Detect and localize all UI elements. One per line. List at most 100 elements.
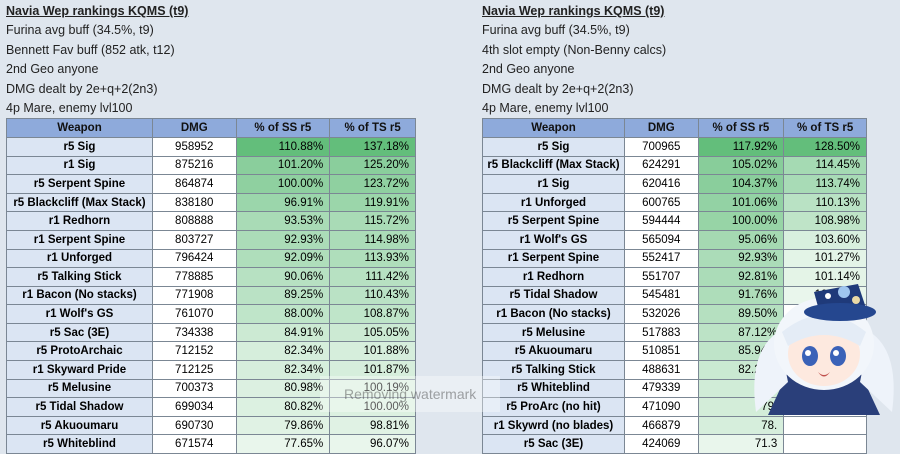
right-note-2: 4th slot empty (Non-Benny calcs) bbox=[482, 42, 667, 57]
dmg-cell: 624291 bbox=[623, 155, 699, 176]
dmg-cell: 734338 bbox=[151, 322, 237, 343]
table-row: r5 Sig 700965 117.92% 128.50% bbox=[482, 136, 867, 157]
weapon-cell: r5 Serpent Spine bbox=[6, 174, 153, 194]
dmg-cell: 864874 bbox=[151, 174, 237, 194]
ts-pct-cell: 110.13% bbox=[783, 192, 867, 213]
dmg-cell: 875216 bbox=[151, 155, 237, 176]
ts-pct-cell: 108.98% bbox=[783, 211, 867, 231]
dmg-cell: 700373 bbox=[151, 378, 237, 399]
ss-pct-cell: 117.92% bbox=[697, 136, 785, 157]
ss-pct-cell: 95.06% bbox=[697, 229, 785, 250]
ts-pct-cell: 115.72% bbox=[329, 211, 416, 231]
dmg-cell: 532026 bbox=[623, 304, 699, 324]
ss-pct-cell: 89.25% bbox=[235, 285, 331, 306]
ss-pct-cell: 88.00% bbox=[235, 304, 331, 324]
table-row: r5 Melusine 700373 80.98% 100.19% bbox=[6, 378, 416, 399]
header-ts-pct: % of TS r5 bbox=[329, 118, 416, 138]
dmg-cell: 712125 bbox=[151, 360, 237, 380]
right-title: Navia Wep rankings KQMS (t9) bbox=[482, 4, 665, 18]
ts-pct-cell: 101.14% bbox=[783, 267, 867, 287]
weapon-cell: r5 ProArc (no hit) bbox=[482, 397, 625, 417]
ts-pct-cell: 114.98% bbox=[329, 229, 416, 250]
ss-pct-cell: 104.37% bbox=[697, 174, 785, 194]
dmg-cell: 796424 bbox=[151, 248, 237, 269]
dmg-cell: 466879 bbox=[623, 415, 699, 436]
header-ts-pct: % of TS r5 bbox=[783, 118, 867, 138]
right-note-4: DMG dealt by 2e+q+2(2n3) bbox=[482, 81, 634, 96]
weapon-cell: r5 Sac (3E) bbox=[482, 434, 625, 454]
table-row: r1 Wolf's GS 761070 88.00% 108.87% bbox=[6, 304, 416, 324]
left-note-1: Furina avg buff (34.5%, t9) bbox=[6, 23, 154, 38]
dmg-cell: 517883 bbox=[623, 322, 699, 343]
ts-pct-cell: 100.19% bbox=[329, 378, 416, 399]
weapon-cell: r1 Redhorn bbox=[6, 211, 153, 231]
dmg-cell: 545481 bbox=[623, 285, 699, 306]
ts-pct-cell: 96.07% bbox=[329, 434, 416, 454]
ss-pct-cell: 101.06% bbox=[697, 192, 785, 213]
left-note-3: 2nd Geo anyone bbox=[6, 62, 99, 77]
weapon-cell: r5 Whiteblind bbox=[6, 434, 153, 454]
dmg-cell: 838180 bbox=[151, 192, 237, 213]
chibi-character-image bbox=[754, 284, 894, 415]
table-row: r5 Akuoumaru 690730 79.86% 98.81% bbox=[6, 415, 416, 436]
table-row: r5 Blackcliff (Max Stack) 624291 105.02% 11… bbox=[482, 155, 867, 176]
left-table-header: Weapon DMG % of SS r5 % of TS r5 bbox=[6, 118, 416, 138]
dmg-cell: 699034 bbox=[151, 397, 237, 417]
left-note-4: DMG dealt by 2e+q+2(2n3) bbox=[6, 81, 158, 96]
weapon-cell: r5 Talking Stick bbox=[482, 360, 625, 380]
ts-pct-cell: 101.87% bbox=[329, 360, 416, 380]
header-weapon: Weapon bbox=[482, 118, 625, 138]
ss-pct-cell: 101.20% bbox=[235, 155, 331, 176]
dmg-cell: 761070 bbox=[151, 304, 237, 324]
ts-pct-cell bbox=[783, 415, 867, 436]
dmg-cell: 600765 bbox=[623, 192, 699, 213]
weapon-cell: r1 Wolf's GS bbox=[482, 229, 625, 250]
dmg-cell: 594444 bbox=[623, 211, 699, 231]
weapon-cell: r5 Serpent Spine bbox=[482, 211, 625, 231]
header-dmg: DMG bbox=[623, 118, 699, 138]
ss-pct-cell: 92.93% bbox=[235, 229, 331, 250]
header-weapon: Weapon bbox=[6, 118, 153, 138]
weapon-cell: r1 Serpent Spine bbox=[6, 229, 153, 250]
ts-pct-cell: 100.00% bbox=[329, 397, 416, 417]
ss-pct-cell: 90.06% bbox=[235, 267, 331, 287]
table-row: r1 Wolf's GS 565094 95.06% 103.60% bbox=[482, 229, 867, 250]
table-row: r1 Sig 620416 104.37% 113.74% bbox=[482, 174, 867, 194]
ts-pct-cell: 123.72% bbox=[329, 174, 416, 194]
right-table-header: Weapon DMG % of SS r5 % of TS r5 bbox=[482, 118, 867, 138]
ts-pct-cell: 119.91% bbox=[329, 192, 416, 213]
ts-pct-cell: 98.81% bbox=[329, 415, 416, 436]
ss-pct-cell: 105.02% bbox=[697, 155, 785, 176]
table-row: r1 Redhorn 808888 93.53% 115.72% bbox=[6, 211, 416, 231]
weapon-cell: r1 Sig bbox=[6, 155, 153, 176]
left-note-2: Bennett Fav buff (852 atk, t12) bbox=[6, 42, 175, 57]
ts-pct-cell: 137.18% bbox=[329, 136, 416, 157]
ss-pct-cell: 89.50% bbox=[697, 304, 785, 324]
ss-pct-cell: 87.12% bbox=[697, 322, 785, 343]
table-row: r5 Blackcliff (Max Stack) 838180 96.91% 119… bbox=[6, 192, 416, 213]
table-row: r5 Sac (3E) 734338 84.91% 105.05% bbox=[6, 322, 416, 343]
weapon-cell: r1 Unforged bbox=[482, 192, 625, 213]
dmg-cell: 771908 bbox=[151, 285, 237, 306]
ss-pct-cell: 92.93% bbox=[697, 248, 785, 269]
dmg-cell: 620416 bbox=[623, 174, 699, 194]
header-ss-pct: % of SS r5 bbox=[697, 118, 785, 138]
weapon-cell: r5 ProtoArchaic bbox=[6, 341, 153, 362]
weapon-cell: r5 Whiteblind bbox=[482, 378, 625, 399]
weapon-cell: r5 Talking Stick bbox=[6, 267, 153, 287]
header-ss-pct: % of SS r5 bbox=[235, 118, 331, 138]
ts-pct-cell: 128.50% bbox=[783, 136, 867, 157]
weapon-cell: r1 Sig bbox=[482, 174, 625, 194]
weapon-cell: r5 Tidal Shadow bbox=[6, 397, 153, 417]
weapon-cell: r5 Melusine bbox=[482, 322, 625, 343]
ss-pct-cell: 96.91% bbox=[235, 192, 331, 213]
right-notes: Navia Wep rankings KQMS (t9) Furina avg … bbox=[482, 2, 867, 118]
weapon-cell: r5 Sig bbox=[6, 136, 153, 157]
dmg-cell: 803727 bbox=[151, 229, 237, 250]
table-row: r5 Whiteblind 671574 77.65% 96.07% bbox=[6, 434, 416, 454]
dmg-cell: 808888 bbox=[151, 211, 237, 231]
weapon-cell: r5 Sac (3E) bbox=[6, 322, 153, 343]
table-row: r5 Whiteblind47933980. bbox=[482, 378, 867, 399]
right-note-5: 4p Mare, enemy lvl100 bbox=[482, 100, 609, 115]
weapon-cell: r1 Bacon (No stacks) bbox=[6, 285, 153, 306]
